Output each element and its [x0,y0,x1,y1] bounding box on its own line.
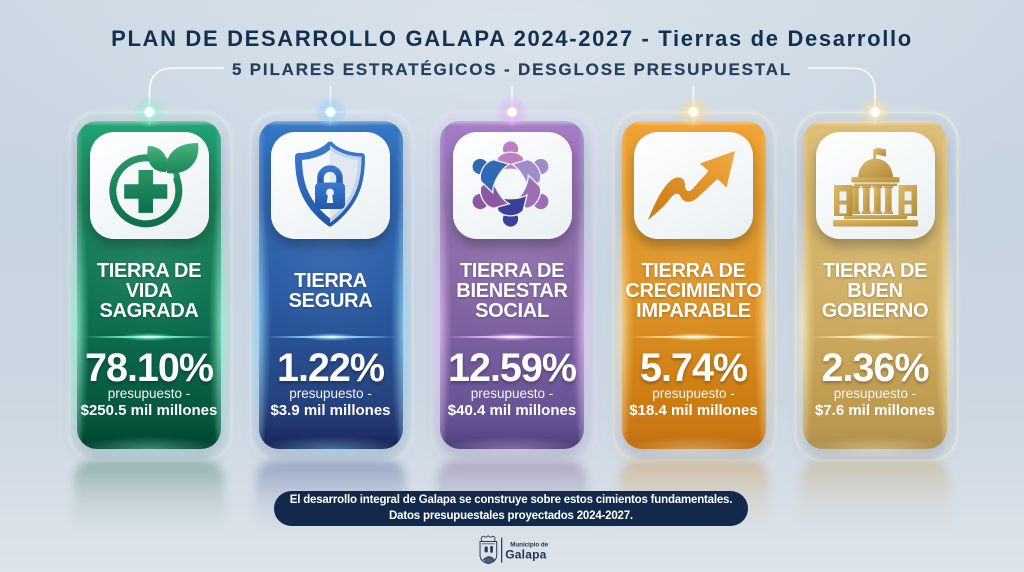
svg-text:Municipio de: Municipio de [510,542,548,549]
svg-text:Galapa: Galapa [505,548,546,562]
